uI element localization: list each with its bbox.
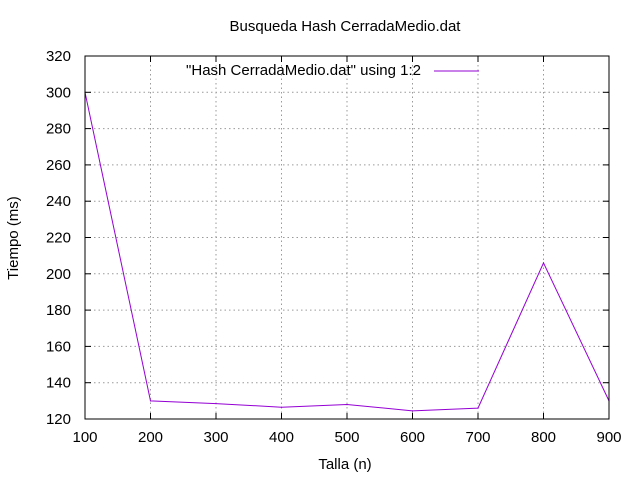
y-tick-label: 320 [46, 48, 71, 65]
y-tick-label: 140 [46, 375, 71, 392]
y-tick-label: 180 [46, 302, 71, 319]
x-tick-label: 600 [400, 429, 425, 446]
legend-label: "Hash CerradaMedio.dat" using 1:2 [186, 62, 421, 79]
y-tick-label: 220 [46, 230, 71, 247]
data-point [346, 403, 348, 406]
x-tick-label: 300 [203, 429, 228, 446]
y-tick-label: 300 [46, 84, 71, 101]
series-layer [84, 91, 610, 412]
x-tick-label: 900 [596, 429, 621, 446]
x-tick-label: 400 [269, 429, 294, 446]
y-axis-label: Tiempo (ms) [5, 196, 22, 280]
chart-title: Busqueda Hash CerradaMedio.dat [230, 18, 462, 35]
data-point [280, 406, 283, 408]
data-point [149, 400, 152, 402]
data-point [477, 407, 479, 409]
x-tick-label: 500 [334, 429, 359, 446]
y-tick-label: 280 [46, 121, 71, 138]
data-point [215, 402, 217, 405]
data-point [411, 410, 414, 412]
axis-ticks: 120 140 160 180 200 220 240 260 280 300 320 100 200 3… [46, 48, 622, 446]
x-axis-label: Talla (n) [318, 456, 371, 473]
y-tick-label: 200 [46, 266, 71, 283]
y-tick-label: 260 [46, 157, 71, 174]
x-tick-label: 100 [72, 429, 97, 446]
y-tick-label: 160 [46, 338, 71, 355]
legend: "Hash CerradaMedio.dat" using 1:2 [186, 62, 479, 79]
y-tick-label: 120 [46, 411, 71, 428]
y-tick-label: 240 [46, 193, 71, 210]
plot-frame [84, 55, 610, 420]
data-point [542, 262, 545, 264]
grid-lines [85, 56, 609, 419]
x-tick-label: 700 [465, 429, 490, 446]
x-tick-label: 200 [138, 429, 163, 446]
x-tick-label: 800 [531, 429, 556, 446]
